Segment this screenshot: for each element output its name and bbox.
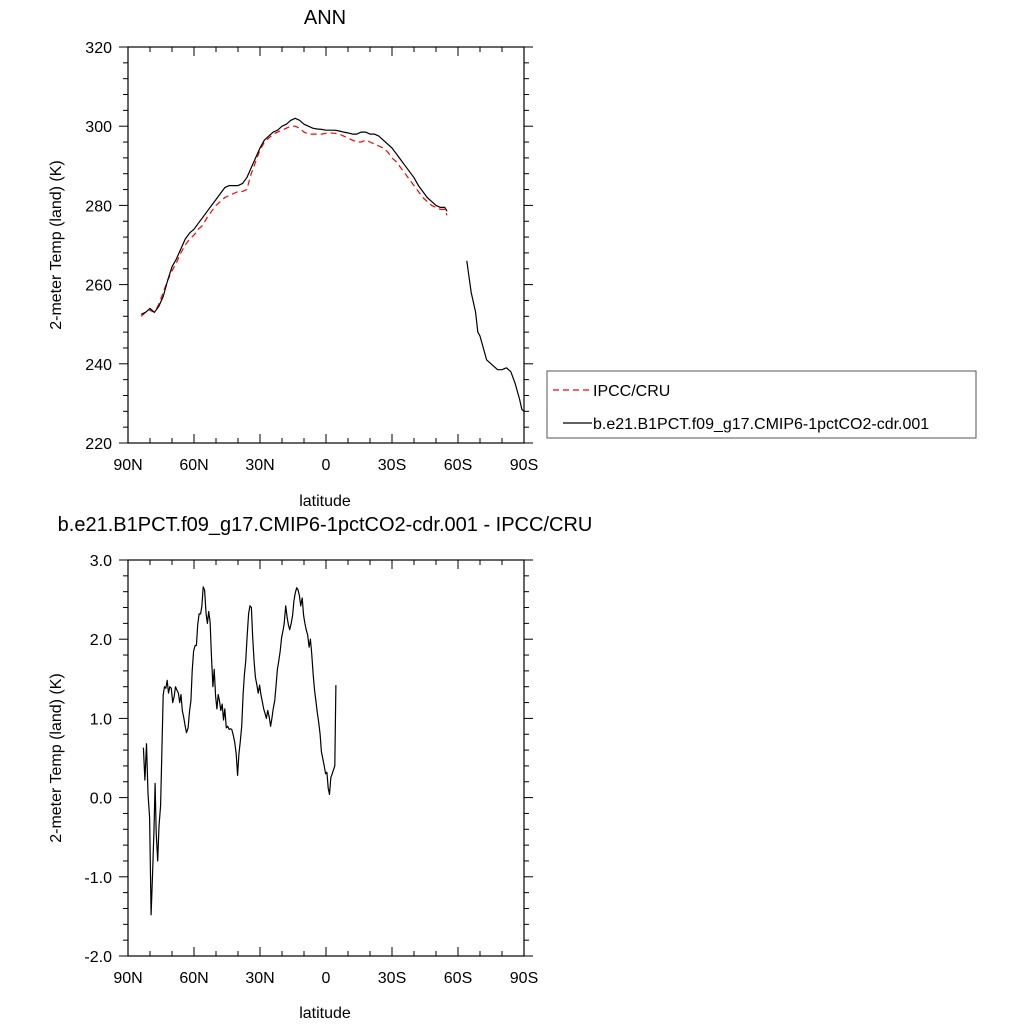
x-tick-labels: 90N 60N 30N 0 30S 60S 90S <box>113 457 538 474</box>
plot-top: ANN 90N 60N 30N 0 30S 60S 90S 220 240 260 280 300 3… <box>48 7 538 510</box>
y-tick-label: 240 <box>85 357 112 374</box>
x-axis-label: latitude <box>299 493 351 510</box>
legend-box <box>546 370 977 439</box>
x-tick-label: 30S <box>378 457 406 474</box>
x-tick-label: 60S <box>444 970 472 987</box>
x-tick-label: 0 <box>322 970 331 987</box>
x-tick-label: 60S <box>444 457 472 474</box>
x-tick-label: 60N <box>179 970 208 987</box>
x-tick-label: 90N <box>113 457 142 474</box>
y-tick-label: 1.0 <box>90 711 112 728</box>
y-tick-label: 3.0 <box>90 553 112 570</box>
y-tick-label: 320 <box>85 40 112 57</box>
x-axis-label: latitude <box>299 1005 351 1022</box>
legend-label-model: b.e21.B1PCT.f09_g17.CMIP6-1pctCO2-cdr.00… <box>593 416 929 433</box>
chart-title: b.e21.B1PCT.f09_g17.CMIP6-1pctCO2-cdr.00… <box>58 514 593 536</box>
y-tick-label: 220 <box>85 436 112 453</box>
y-axis-label: 2-meter Temp (land) (K) <box>48 673 65 843</box>
plot-bottom: b.e21.B1PCT.f09_g17.CMIP6-1pctCO2-cdr.00… <box>48 514 592 1022</box>
y-tick-label: 300 <box>85 119 112 136</box>
legend: IPCC/CRU b.e21.B1PCT.f09_g17.CMIP6-1pctC… <box>546 370 977 439</box>
x-tick-label: 0 <box>322 457 331 474</box>
y-tick-label: 280 <box>85 198 112 215</box>
series-line-1 <box>140 117 448 315</box>
plot-frame <box>127 46 525 444</box>
legend-label-ipcc-cru: IPCC/CRU <box>593 383 670 400</box>
series-line-0 <box>140 125 448 317</box>
x-tick-label: 30N <box>245 970 274 987</box>
series-lines <box>140 117 525 412</box>
y-tick-label: -1.0 <box>84 870 112 887</box>
series-line-1 <box>466 260 525 412</box>
x-tick-label: 90S <box>510 457 538 474</box>
y-tick-label: 260 <box>85 278 112 295</box>
y-tick-label: -2.0 <box>84 949 112 966</box>
y-tick-label: 2.0 <box>90 632 112 649</box>
tick-group <box>119 559 533 957</box>
series-line-0 <box>142 586 337 916</box>
y-tick-labels: 220 240 260 280 300 320 <box>85 40 112 453</box>
x-tick-label: 30S <box>378 970 406 987</box>
y-axis-label: 2-meter Temp (land) (K) <box>48 160 65 330</box>
tick-group <box>119 46 533 444</box>
x-tick-label: 30N <box>245 457 274 474</box>
x-tick-label: 60N <box>179 457 208 474</box>
chart-title: ANN <box>304 7 346 29</box>
plot-frame <box>127 559 525 957</box>
y-tick-label: 0.0 <box>90 791 112 808</box>
x-tick-label: 90N <box>113 970 142 987</box>
y-tick-labels: -2.0 -1.0 0.0 1.0 2.0 3.0 <box>84 553 112 966</box>
x-tick-label: 90S <box>510 970 538 987</box>
series-lines <box>142 586 337 916</box>
x-tick-labels: 90N 60N 30N 0 30S 60S 90S <box>113 970 538 987</box>
